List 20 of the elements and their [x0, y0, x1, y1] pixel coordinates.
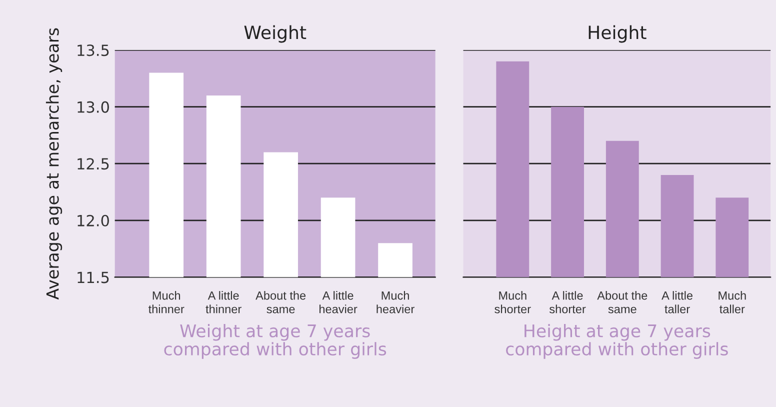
x-tick-label: About the same	[597, 291, 648, 314]
chart-title: Weight	[244, 25, 306, 43]
x-tick-label: About the same	[256, 291, 306, 314]
y-tick-label: 13.5	[78, 44, 109, 56]
chart-title: Height	[588, 25, 646, 43]
x-tick-label: Much heavier	[376, 291, 414, 314]
x-axis-title: Weight at age 7 years compared with other girls	[164, 324, 386, 359]
y-axis-title: Average age at menarche, years	[46, 28, 62, 300]
x-axis-title: Height at age 7 years compared with other girls	[506, 324, 728, 359]
x-tick-label: A little taller	[662, 291, 693, 314]
x-tick-label: A little heavier	[320, 291, 358, 314]
x-tick-label: Much shorter	[494, 291, 531, 314]
x-tick-label: Much taller	[718, 291, 746, 314]
y-tick-label: 12.5	[78, 158, 109, 170]
y-tick-label: 11.5	[78, 272, 109, 284]
x-tick-label: A little thinner	[206, 291, 242, 314]
x-tick-label: A little shorter	[549, 291, 586, 314]
y-tick-label: 13.0	[78, 101, 109, 113]
y-tick-label: 12.0	[78, 214, 109, 226]
x-tick-label: Much thinner	[148, 291, 184, 314]
